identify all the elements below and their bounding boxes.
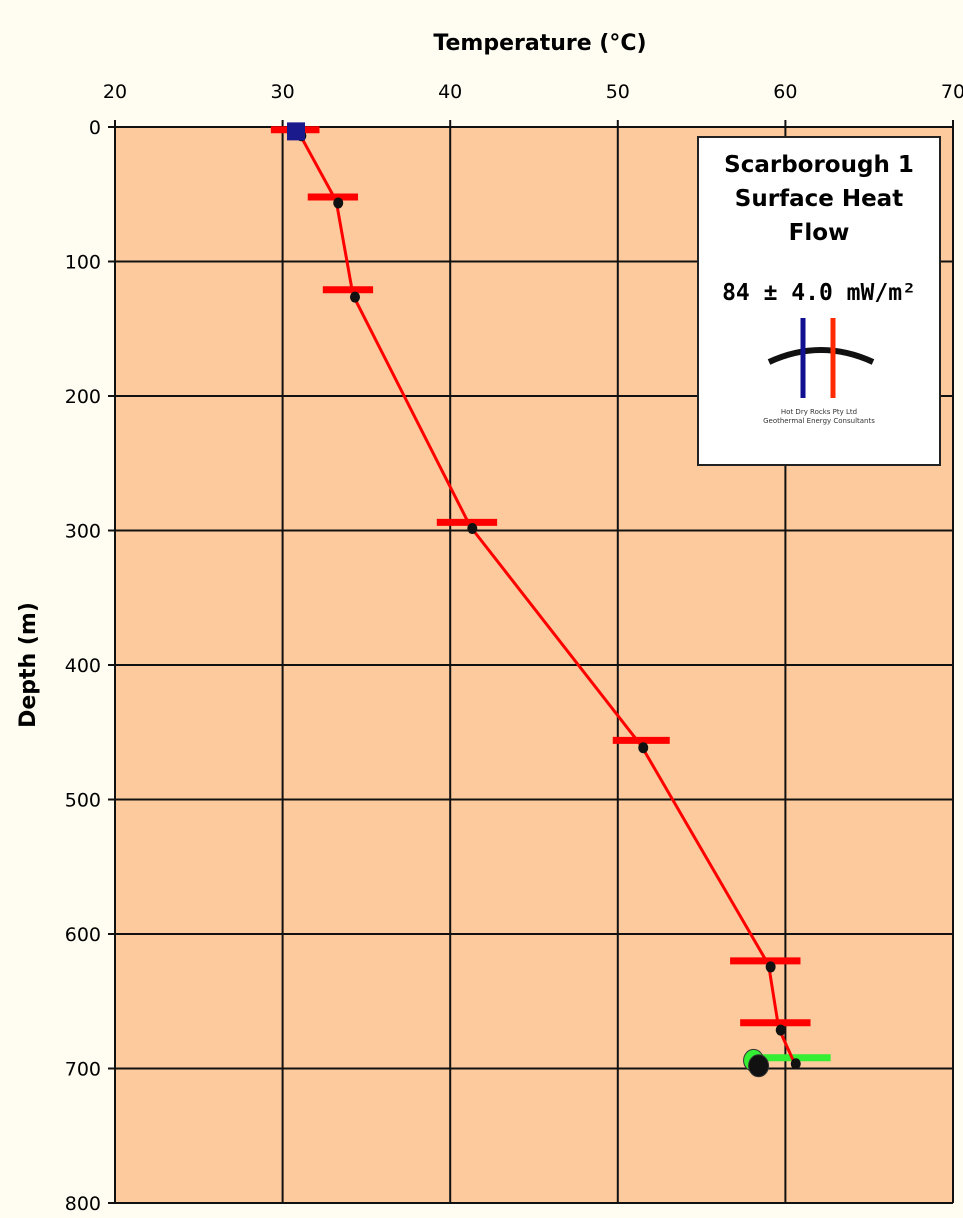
company-name: Hot Dry Rocks Pty Ltd	[780, 408, 858, 416]
legend-title-line: Flow	[788, 220, 850, 246]
x-tick-label: 30	[271, 81, 295, 103]
y-tick-label: 300	[65, 521, 101, 543]
legend-title-line: Scarborough 1	[724, 152, 914, 178]
y-axis-title: Depth (m)	[16, 602, 41, 728]
heat-flow-value: 84 ± 4.0 mW/m²	[722, 280, 916, 306]
legend-title-line: Surface Heat	[734, 186, 904, 212]
logo-arc	[767, 347, 875, 365]
y-tick-label: 500	[65, 790, 101, 812]
data-point	[333, 197, 344, 209]
x-axis-title: Temperature (°C)	[433, 31, 646, 56]
hot-dry-rocks-logo	[767, 318, 875, 398]
series-line	[298, 132, 796, 1063]
y-tick-label: 400	[65, 655, 101, 677]
data-point	[775, 1024, 786, 1036]
bottom-hole-marker	[748, 1054, 770, 1078]
x-tick-label: 60	[773, 81, 797, 103]
series-lines	[298, 132, 796, 1063]
y-tick-label: 600	[65, 924, 101, 946]
x-tick-label: 40	[438, 81, 462, 103]
x-tick-label: 50	[606, 81, 630, 103]
data-point	[638, 742, 649, 754]
x-tick-label: 70	[941, 81, 963, 103]
company-tagline: Geothermal Energy Consultants	[763, 417, 875, 425]
y-tick-label: 0	[89, 117, 101, 139]
surface-marker	[287, 122, 306, 141]
grid-lines	[114, 126, 954, 1204]
y-tick-label: 200	[65, 386, 101, 408]
data-point	[349, 291, 360, 303]
legend-title: Scarborough 1 Surface Heat Flow	[699, 148, 939, 250]
y-axis-ticks: 0 100 200 300 400 500 600 700 800	[65, 117, 115, 1215]
x-tick-label: 20	[103, 81, 127, 103]
y-tick-label: 100	[65, 252, 101, 274]
x-axis-ticks: 20 30 40 50 60 70	[103, 81, 963, 127]
data-point	[467, 522, 478, 534]
y-tick-label: 700	[65, 1059, 101, 1081]
y-tick-label: 800	[65, 1193, 101, 1215]
legend-box: Scarborough 1 Surface Heat Flow 84 ± 4.0…	[697, 136, 941, 466]
data-point	[765, 961, 776, 973]
legend-company: Hot Dry Rocks Pty Ltd Geothermal Energy …	[699, 408, 939, 426]
data-point	[790, 1058, 801, 1070]
extra-markers	[287, 122, 770, 1078]
